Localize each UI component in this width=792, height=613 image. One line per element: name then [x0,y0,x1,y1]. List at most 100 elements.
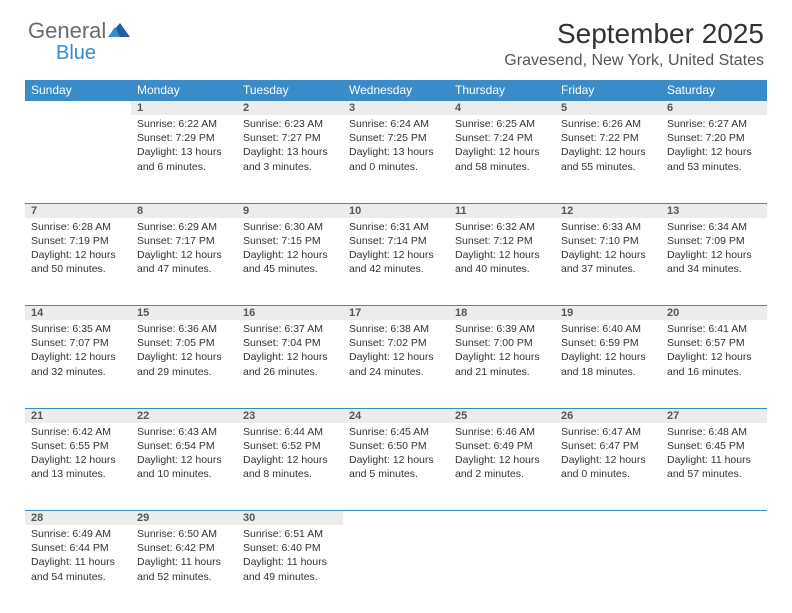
sunrise-line: Sunrise: 6:29 AM [137,220,231,234]
daylight-line: Daylight: 12 hours and 21 minutes. [455,350,549,378]
sunset-line: Sunset: 7:12 PM [455,234,549,248]
day-content-cell: Sunrise: 6:42 AMSunset: 6:55 PMDaylight:… [25,423,131,511]
sunrise-line: Sunrise: 6:28 AM [31,220,125,234]
day-content-cell: Sunrise: 6:41 AMSunset: 6:57 PMDaylight:… [661,320,767,408]
sunrise-line: Sunrise: 6:37 AM [243,322,337,336]
sunset-line: Sunset: 6:49 PM [455,439,549,453]
sunrise-line: Sunrise: 6:22 AM [137,117,231,131]
day-number-cell: 1 [131,101,237,116]
day-content-cell: Sunrise: 6:25 AMSunset: 7:24 PMDaylight:… [449,115,555,203]
day-content-row: Sunrise: 6:35 AMSunset: 7:07 PMDaylight:… [25,320,767,408]
sunrise-line: Sunrise: 6:23 AM [243,117,337,131]
sunset-line: Sunset: 6:42 PM [137,541,231,555]
day-content-cell [449,525,555,613]
daylight-line: Daylight: 12 hours and 47 minutes. [137,248,231,276]
sunset-line: Sunset: 7:04 PM [243,336,337,350]
day-content-cell: Sunrise: 6:36 AMSunset: 7:05 PMDaylight:… [131,320,237,408]
daylight-line: Daylight: 12 hours and 50 minutes. [31,248,125,276]
daylight-line: Daylight: 11 hours and 52 minutes. [137,555,231,583]
day-content-cell: Sunrise: 6:29 AMSunset: 7:17 PMDaylight:… [131,218,237,306]
day-content-row: Sunrise: 6:49 AMSunset: 6:44 PMDaylight:… [25,525,767,613]
sunset-line: Sunset: 6:52 PM [243,439,337,453]
day-content-row: Sunrise: 6:42 AMSunset: 6:55 PMDaylight:… [25,423,767,511]
day-content-row: Sunrise: 6:22 AMSunset: 7:29 PMDaylight:… [25,115,767,203]
day-content-cell: Sunrise: 6:28 AMSunset: 7:19 PMDaylight:… [25,218,131,306]
weekday-header: Friday [555,80,661,101]
sunrise-line: Sunrise: 6:47 AM [561,425,655,439]
day-number-cell: 8 [131,203,237,218]
daylight-line: Daylight: 13 hours and 6 minutes. [137,145,231,173]
day-content-cell: Sunrise: 6:33 AMSunset: 7:10 PMDaylight:… [555,218,661,306]
sunset-line: Sunset: 7:15 PM [243,234,337,248]
day-number-cell: 6 [661,101,767,116]
day-number-cell [449,511,555,526]
day-number-cell: 11 [449,203,555,218]
day-content-cell: Sunrise: 6:43 AMSunset: 6:54 PMDaylight:… [131,423,237,511]
title-block: September 2025 Gravesend, New York, Unit… [504,18,764,70]
daylight-line: Daylight: 12 hours and 26 minutes. [243,350,337,378]
day-content-cell: Sunrise: 6:38 AMSunset: 7:02 PMDaylight:… [343,320,449,408]
daylight-line: Daylight: 12 hours and 18 minutes. [561,350,655,378]
daylight-line: Daylight: 12 hours and 32 minutes. [31,350,125,378]
sunrise-line: Sunrise: 6:31 AM [349,220,443,234]
sunrise-line: Sunrise: 6:24 AM [349,117,443,131]
day-number-cell: 25 [449,408,555,423]
calendar-table: SundayMondayTuesdayWednesdayThursdayFrid… [25,80,767,613]
day-number-cell: 14 [25,306,131,321]
weekday-header: Tuesday [237,80,343,101]
daylight-line: Daylight: 12 hours and 29 minutes. [137,350,231,378]
day-number-cell: 4 [449,101,555,116]
day-number-row: 21222324252627 [25,408,767,423]
sunset-line: Sunset: 7:09 PM [667,234,761,248]
sunrise-line: Sunrise: 6:50 AM [137,527,231,541]
day-content-cell: Sunrise: 6:31 AMSunset: 7:14 PMDaylight:… [343,218,449,306]
day-number-cell: 24 [343,408,449,423]
day-number-cell: 29 [131,511,237,526]
sunset-line: Sunset: 6:57 PM [667,336,761,350]
sunset-line: Sunset: 7:20 PM [667,131,761,145]
daylight-line: Daylight: 12 hours and 45 minutes. [243,248,337,276]
weekday-header: Wednesday [343,80,449,101]
sunrise-line: Sunrise: 6:32 AM [455,220,549,234]
weekday-header: Saturday [661,80,767,101]
sunset-line: Sunset: 7:10 PM [561,234,655,248]
daylight-line: Daylight: 12 hours and 16 minutes. [667,350,761,378]
sunset-line: Sunset: 7:25 PM [349,131,443,145]
day-number-cell: 5 [555,101,661,116]
day-number-cell: 9 [237,203,343,218]
day-number-cell: 12 [555,203,661,218]
day-content-cell: Sunrise: 6:22 AMSunset: 7:29 PMDaylight:… [131,115,237,203]
daylight-line: Daylight: 11 hours and 57 minutes. [667,453,761,481]
day-content-cell: Sunrise: 6:47 AMSunset: 6:47 PMDaylight:… [555,423,661,511]
day-number-cell: 20 [661,306,767,321]
sunset-line: Sunset: 7:02 PM [349,336,443,350]
sunset-line: Sunset: 6:44 PM [31,541,125,555]
day-content-cell: Sunrise: 6:34 AMSunset: 7:09 PMDaylight:… [661,218,767,306]
day-content-cell: Sunrise: 6:32 AMSunset: 7:12 PMDaylight:… [449,218,555,306]
sunset-line: Sunset: 7:07 PM [31,336,125,350]
daylight-line: Daylight: 12 hours and 53 minutes. [667,145,761,173]
location-subtitle: Gravesend, New York, United States [504,52,764,70]
sunset-line: Sunset: 7:27 PM [243,131,337,145]
sunset-line: Sunset: 6:40 PM [243,541,337,555]
sunset-line: Sunset: 7:19 PM [31,234,125,248]
daylight-line: Daylight: 12 hours and 37 minutes. [561,248,655,276]
sunrise-line: Sunrise: 6:26 AM [561,117,655,131]
day-number-cell: 28 [25,511,131,526]
sunrise-line: Sunrise: 6:33 AM [561,220,655,234]
sunrise-line: Sunrise: 6:51 AM [243,527,337,541]
sunrise-line: Sunrise: 6:38 AM [349,322,443,336]
sunrise-line: Sunrise: 6:36 AM [137,322,231,336]
page-title: September 2025 [504,18,764,50]
daylight-line: Daylight: 11 hours and 54 minutes. [31,555,125,583]
daylight-line: Daylight: 12 hours and 24 minutes. [349,350,443,378]
day-number-cell: 15 [131,306,237,321]
day-content-cell: Sunrise: 6:46 AMSunset: 6:49 PMDaylight:… [449,423,555,511]
sunrise-line: Sunrise: 6:30 AM [243,220,337,234]
daylight-line: Daylight: 12 hours and 8 minutes. [243,453,337,481]
day-number-cell: 27 [661,408,767,423]
sunrise-line: Sunrise: 6:34 AM [667,220,761,234]
day-number-cell: 18 [449,306,555,321]
sunset-line: Sunset: 7:17 PM [137,234,231,248]
calendar-header-row: SundayMondayTuesdayWednesdayThursdayFrid… [25,80,767,101]
